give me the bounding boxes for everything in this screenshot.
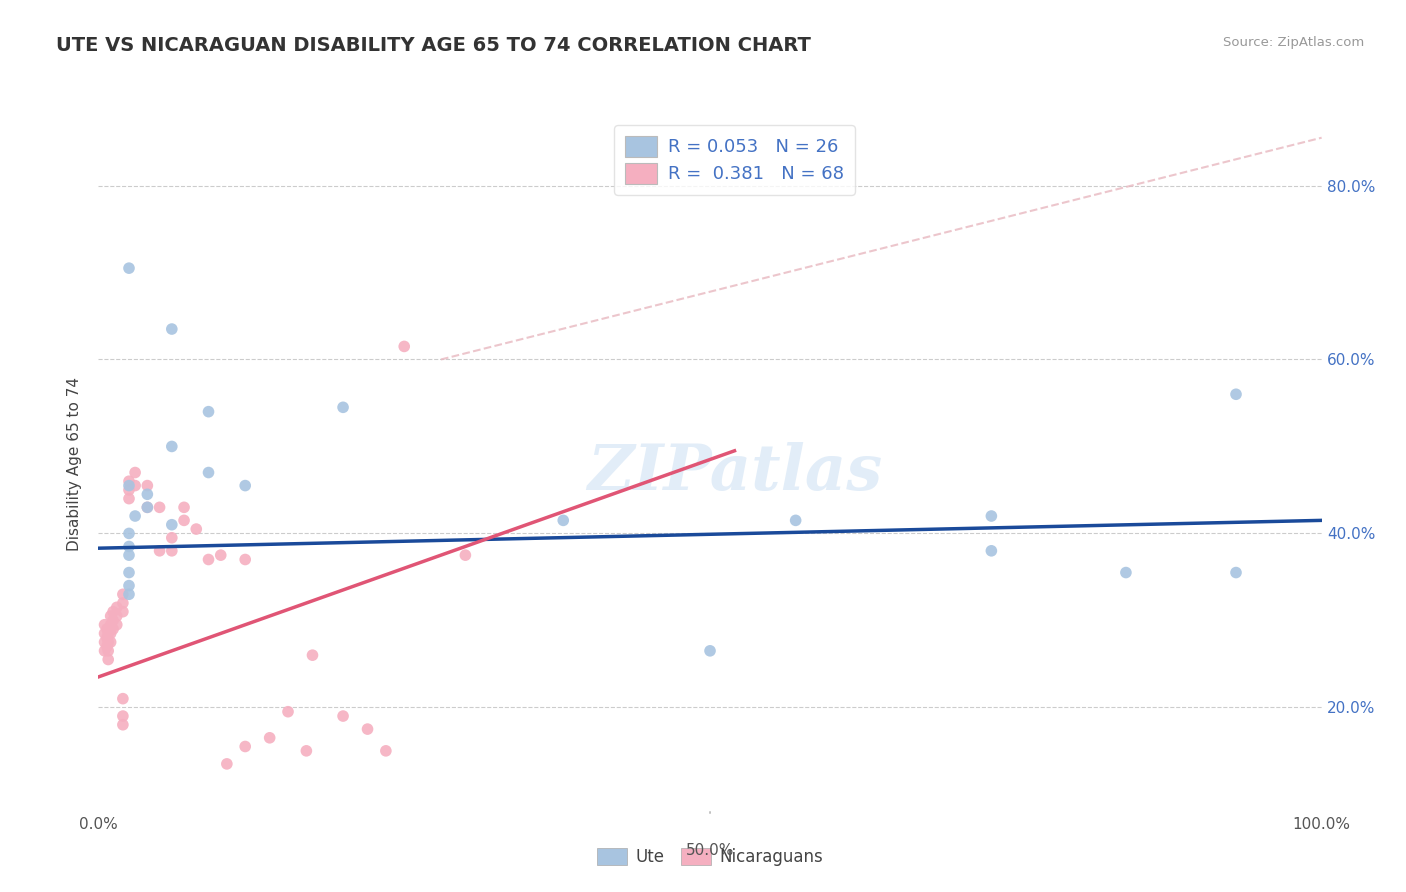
Point	[392, 339, 416, 353]
Point	[160, 440, 183, 453]
Point	[118, 540, 141, 554]
Point	[1115, 566, 1137, 580]
Point	[197, 466, 219, 480]
Point	[101, 614, 124, 628]
Point	[93, 635, 115, 649]
Point	[111, 717, 134, 731]
Point	[980, 508, 1002, 523]
Text: UTE VS NICARAGUAN DISABILITY AGE 65 TO 74 CORRELATION CHART: UTE VS NICARAGUAN DISABILITY AGE 65 TO 7…	[56, 36, 811, 54]
Point	[332, 401, 354, 415]
Point	[100, 635, 122, 649]
Point	[785, 513, 807, 527]
Point	[173, 500, 195, 515]
Text: Source: ZipAtlas.com: Source: ZipAtlas.com	[1223, 36, 1364, 49]
Point	[1225, 566, 1247, 580]
Point	[96, 640, 118, 654]
Point	[100, 626, 122, 640]
Point	[111, 596, 134, 610]
Point	[105, 600, 128, 615]
Point	[197, 552, 219, 566]
Point	[209, 548, 232, 562]
Point	[97, 652, 120, 666]
Point	[93, 644, 115, 658]
Point	[97, 635, 120, 649]
Point	[186, 522, 208, 536]
Point	[356, 722, 378, 736]
Point	[160, 543, 183, 558]
Point	[118, 578, 141, 592]
Point	[101, 605, 124, 619]
Point	[136, 487, 159, 501]
Point	[100, 609, 122, 624]
Point	[111, 709, 134, 723]
Text: 50.0%: 50.0%	[707, 812, 713, 813]
Point	[173, 513, 195, 527]
Point	[149, 500, 172, 515]
Point	[124, 466, 146, 480]
Point	[215, 756, 238, 771]
Point	[160, 531, 183, 545]
Point	[118, 261, 141, 276]
Point	[259, 731, 281, 745]
Point	[118, 526, 141, 541]
Point	[233, 552, 256, 566]
Point	[118, 548, 141, 562]
Point	[118, 478, 141, 492]
Point	[105, 609, 128, 624]
Point	[93, 626, 115, 640]
Point	[101, 622, 124, 636]
Point	[100, 617, 122, 632]
Point	[124, 478, 146, 492]
Point	[118, 587, 141, 601]
Point	[136, 500, 159, 515]
Point	[149, 543, 172, 558]
Point	[111, 587, 134, 601]
Y-axis label: Disability Age 65 to 74: Disability Age 65 to 74	[66, 376, 82, 551]
Point	[105, 617, 128, 632]
Legend: Ute, Nicaraguans: Ute, Nicaraguans	[591, 841, 830, 873]
Point	[332, 709, 354, 723]
Point	[233, 739, 256, 754]
Point	[93, 617, 115, 632]
Point	[118, 475, 141, 489]
Point	[553, 513, 575, 527]
Point	[136, 500, 159, 515]
Point	[118, 491, 141, 506]
Point	[118, 483, 141, 497]
Point	[980, 543, 1002, 558]
Point	[699, 644, 721, 658]
Point	[233, 478, 256, 492]
Point	[97, 644, 120, 658]
Point	[1225, 387, 1247, 401]
Point	[277, 705, 299, 719]
Point	[136, 478, 159, 492]
Point	[96, 631, 118, 645]
Point	[118, 566, 141, 580]
Point	[96, 622, 118, 636]
Point	[197, 404, 219, 418]
Point	[295, 744, 318, 758]
Point	[374, 744, 396, 758]
Text: ZIPatlas: ZIPatlas	[586, 442, 882, 503]
Point	[301, 648, 323, 662]
Point	[160, 322, 183, 336]
Point	[124, 508, 146, 523]
Text: 50.0%: 50.0%	[686, 843, 734, 858]
Point	[111, 691, 134, 706]
Point	[160, 517, 183, 532]
Point	[97, 626, 120, 640]
Point	[111, 605, 134, 619]
Point	[454, 548, 477, 562]
